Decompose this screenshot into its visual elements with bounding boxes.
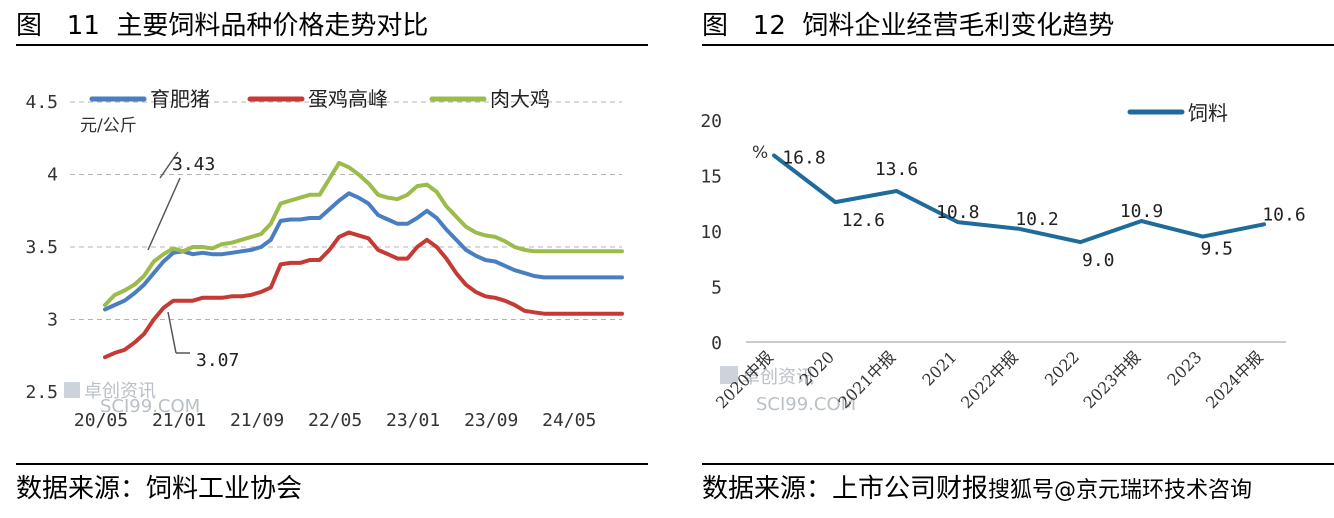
figure-11-panel: 图 11 主要饲料品种价格走势对比 2.5 3 3.5 4 4.5 元/公斤 20/05 21… <box>0 0 648 518</box>
source-divider <box>702 463 1334 465</box>
y-tick-label: 4.5 <box>25 92 58 113</box>
legend-label: 育肥猪 <box>150 87 210 111</box>
x-tick-label: 20/05 <box>74 410 128 431</box>
x-tick-label: 21/01 <box>152 410 206 431</box>
watermark-logo <box>720 366 738 384</box>
x-tick-label: 2024中报 <box>1202 347 1267 412</box>
y-tick-label: 10 <box>700 222 722 243</box>
watermark-text: 卓创资讯 <box>742 367 814 388</box>
annotation-leader <box>167 311 177 354</box>
y-tick-label: 3 <box>47 310 58 331</box>
data-label: 16.8 <box>782 148 825 169</box>
x-tick-label: 2021中报 <box>834 347 899 412</box>
title-divider <box>702 44 1334 46</box>
y-tick-label: 2.5 <box>25 382 58 403</box>
x-tick-label: 24/05 <box>542 410 596 431</box>
legend-label: 蛋鸡高峰 <box>308 87 388 111</box>
feed-price-chart: 2.5 3 3.5 4 4.5 元/公斤 20/05 21/01 21/09 22/05 23/01… <box>25 87 624 431</box>
watermark-text: 卓创资讯 <box>84 381 156 402</box>
x-tick-label: 2023中报 <box>1079 347 1144 412</box>
watermark-logo <box>64 382 80 398</box>
figure-11-source: 数据来源：饲料工业协会 <box>16 474 303 504</box>
x-tick-label: 22/05 <box>308 410 362 431</box>
x-tick-label: 2020 <box>796 347 838 389</box>
figure-12-panel: 图 12 饲料企业经营毛利变化趋势 0 5 10 15 20% 卓创资讯 SCI99.COM… <box>686 0 1334 518</box>
x-tick-label: 21/09 <box>230 410 284 431</box>
data-label: 10.9 <box>1120 201 1163 222</box>
data-label: 12.6 <box>842 210 885 231</box>
annotation-leader <box>147 177 181 251</box>
data-label: 10.2 <box>1015 209 1058 230</box>
data-label: 13.6 <box>875 159 918 180</box>
figure-11-title: 图 11 主要饲料品种价格走势对比 <box>16 11 429 41</box>
annotation-label: 3.43 <box>172 154 215 175</box>
annotation-label: 3.07 <box>196 350 239 371</box>
y-tick-label: 3.5 <box>25 237 58 258</box>
x-tick-label: 2021 <box>918 347 960 389</box>
legend-label: 饲料 <box>1188 101 1228 125</box>
watermark-subtext: SCI99.COM <box>100 396 200 417</box>
data-label: 9.0 <box>1082 250 1115 271</box>
annotation-leader <box>159 151 179 179</box>
series-line-1 <box>772 153 1266 245</box>
title-divider <box>16 44 648 46</box>
y-tick-label: 15 <box>700 167 722 188</box>
unit-label: 元/公斤 <box>80 116 137 136</box>
y-tick-label: 4 <box>47 165 58 186</box>
y-tick-label: 20 <box>700 111 722 132</box>
source-text: 数据来源：上市公司财报 <box>702 474 989 504</box>
data-label: 10.6 <box>1262 204 1305 225</box>
data-label: 10.8 <box>936 202 979 223</box>
series-line-3 <box>103 160 624 307</box>
x-tick-label: 23/09 <box>464 410 518 431</box>
legend-label: 肉大鸡 <box>490 87 550 111</box>
y-tick-label: 0 <box>711 333 722 354</box>
x-tick-label: 23/01 <box>386 410 440 431</box>
unit-label: % <box>752 143 768 163</box>
figure-12-title: 图 12 饲料企业经营毛利变化趋势 <box>702 11 1115 41</box>
x-tick-label: 2022中报 <box>957 347 1022 412</box>
data-label: 9.5 <box>1200 239 1233 260</box>
x-tick-label: 2023 <box>1163 347 1205 389</box>
y-tick-label: 5 <box>711 278 722 299</box>
watermark-subtext: SCI99.COM <box>756 394 856 415</box>
series-line-1 <box>103 191 624 312</box>
x-tick-label: 2022 <box>1041 347 1083 389</box>
sohu-watermark-text: 搜狐号@京元瑞环技术咨询 <box>988 478 1253 503</box>
series-line-2 <box>103 230 624 360</box>
source-divider <box>16 463 648 465</box>
figure-12-source: 数据来源：上市公司财报搜狐号@京元瑞环技术咨询 <box>702 472 1252 508</box>
